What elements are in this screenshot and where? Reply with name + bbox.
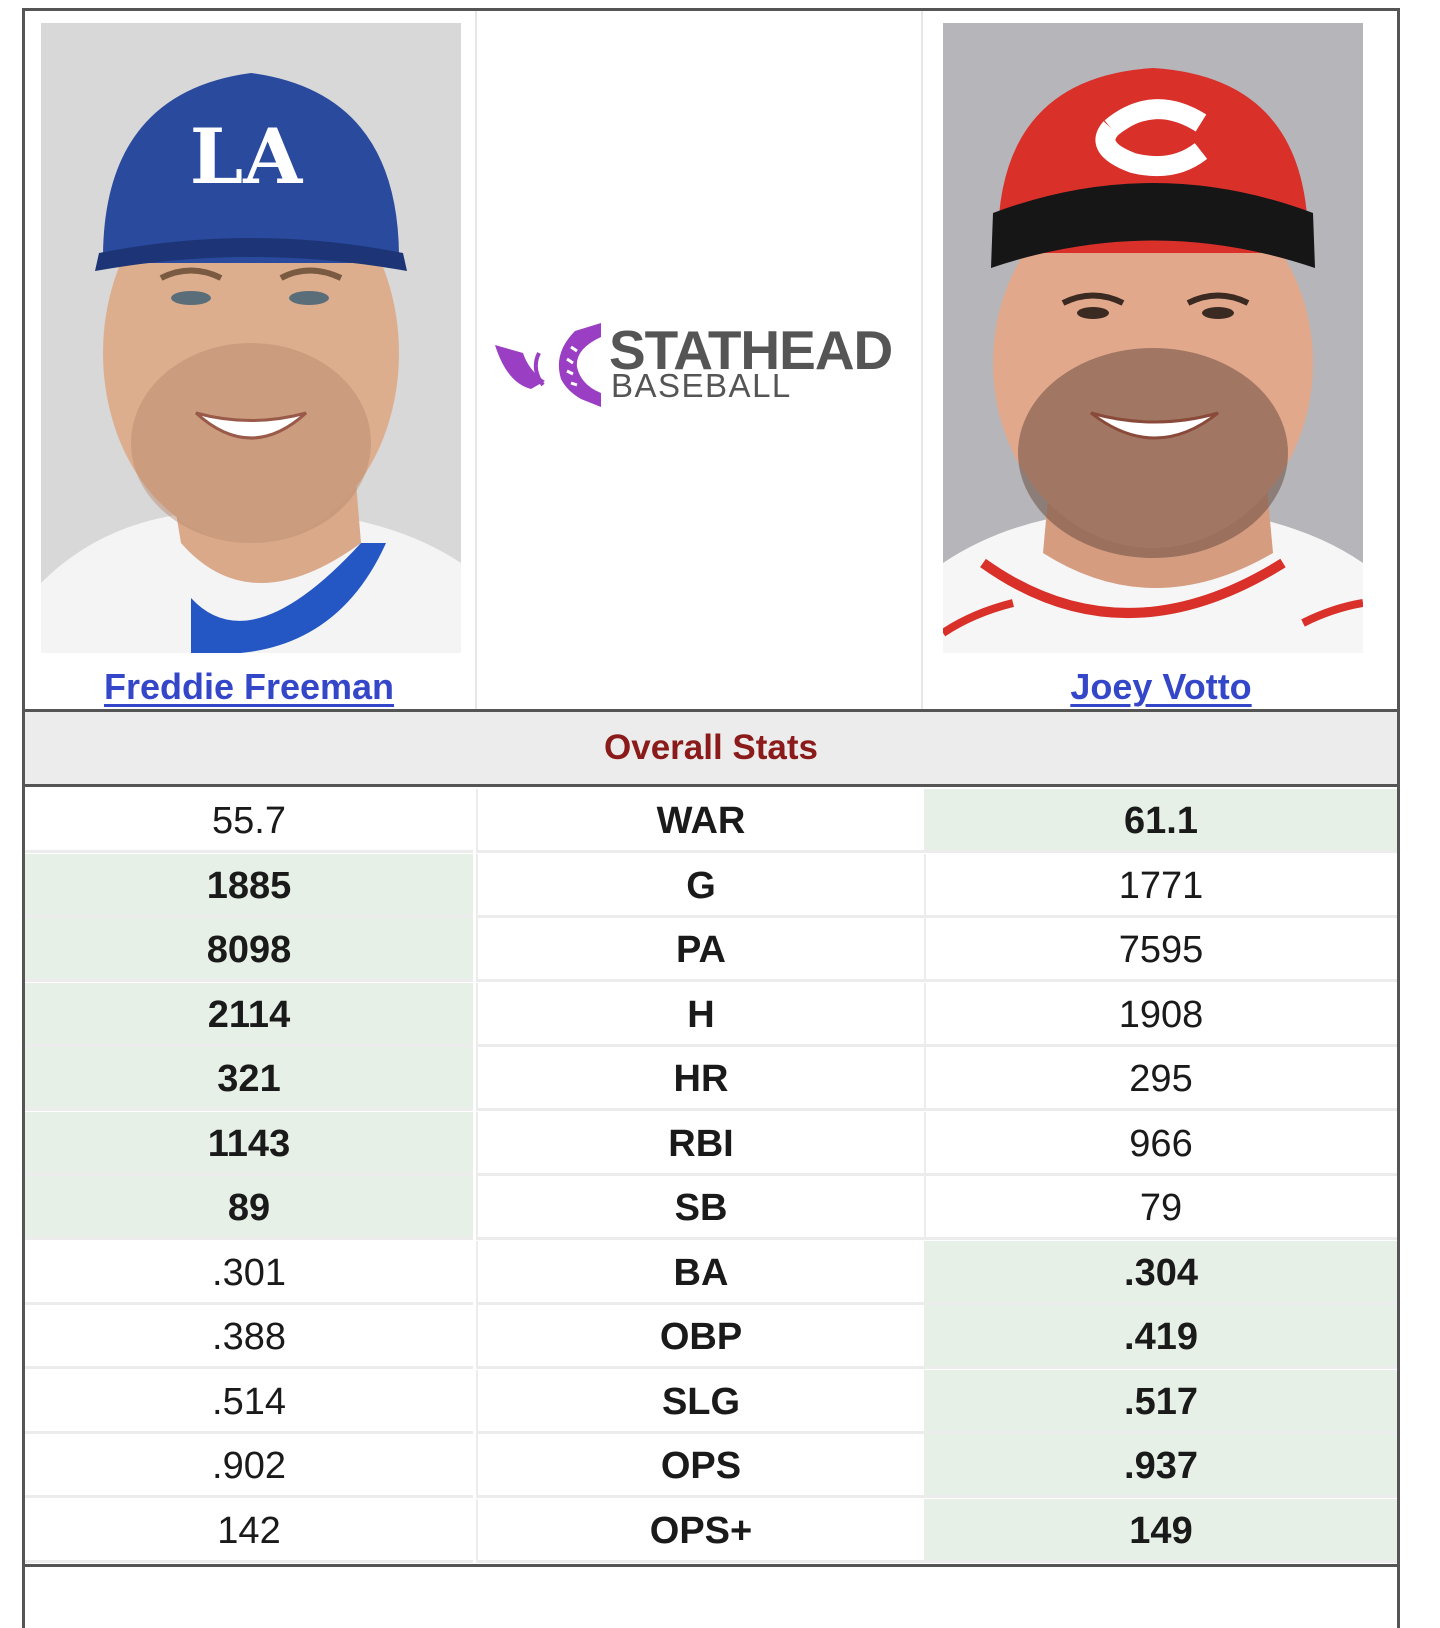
stat-row: 1143 RBI 966 — [25, 1111, 1397, 1177]
cap-logo-la: LA — [190, 112, 303, 201]
stat-value-left: 1143 — [25, 1111, 473, 1176]
player-photo-right[interactable] — [943, 23, 1363, 653]
stat-value-left: .388 — [25, 1305, 473, 1369]
stat-row: .301 BA .304 — [25, 1240, 1397, 1306]
stathead-mark-icon — [495, 323, 601, 407]
stat-row: 1885 G 1771 — [25, 853, 1397, 919]
logo-cell: STATHEAD BASEBALL — [475, 11, 923, 709]
stat-value-right: 1771 — [925, 854, 1397, 918]
stat-value-right: 61.1 — [925, 789, 1397, 853]
stat-value-left: .514 — [25, 1370, 473, 1434]
stat-row: .514 SLG .517 — [25, 1369, 1397, 1435]
stat-row: 89 SB 79 — [25, 1176, 1397, 1241]
stathead-logo[interactable]: STATHEAD BASEBALL — [495, 323, 915, 413]
stat-value-right: .419 — [925, 1305, 1397, 1369]
player-left-cell: LA Freddie Freeman — [25, 11, 473, 709]
stat-row: 55.7 WAR 61.1 — [25, 789, 1397, 854]
player-link-left[interactable]: Freddie Freeman — [103, 666, 395, 707]
headshot-freeman: LA — [41, 23, 461, 653]
stat-label: SB — [476, 1176, 926, 1240]
stat-value-right: .937 — [925, 1434, 1397, 1498]
stat-label: OPS — [476, 1434, 926, 1498]
stat-label: SLG — [476, 1369, 926, 1434]
section-title: Overall Stats — [25, 709, 1397, 787]
player-link-right[interactable]: Joey Votto — [1070, 666, 1252, 707]
stat-label: OPS+ — [476, 1498, 926, 1563]
stat-value-right: 79 — [925, 1176, 1397, 1240]
comparison-card: LA Freddie Freeman STATHEAD BASEBALL — [22, 8, 1400, 1628]
stat-value-left: 321 — [25, 1047, 473, 1111]
stat-value-right: 7595 — [925, 918, 1397, 982]
stat-label: WAR — [476, 789, 926, 853]
stat-value-right: .304 — [925, 1240, 1397, 1305]
stat-value-left: .301 — [25, 1241, 473, 1305]
stat-value-left: .902 — [25, 1434, 473, 1498]
stat-label: BA — [476, 1240, 926, 1305]
player-header-row: LA Freddie Freeman STATHEAD BASEBALL — [25, 11, 1397, 709]
stat-row: 321 HR 295 — [25, 1047, 1397, 1112]
stat-row: 142 OPS+ 149 — [25, 1498, 1397, 1564]
stat-value-left: 2114 — [25, 982, 473, 1047]
stat-row: .902 OPS .937 — [25, 1434, 1397, 1499]
stat-label: HR — [476, 1047, 926, 1111]
player-right-cell: Joey Votto — [925, 11, 1397, 709]
stat-row: 8098 PA 7595 — [25, 918, 1397, 983]
stat-value-right: 1908 — [925, 983, 1397, 1047]
stat-value-right: 149 — [925, 1498, 1397, 1563]
stat-label: PA — [476, 918, 926, 982]
stat-label: H — [476, 982, 926, 1047]
stat-value-right: 966 — [925, 1112, 1397, 1176]
stat-label: RBI — [476, 1111, 926, 1176]
stat-value-right: 295 — [925, 1047, 1397, 1111]
stat-value-left: 89 — [25, 1176, 473, 1240]
stat-value-left: 55.7 — [25, 789, 473, 853]
stats-table: 55.7 WAR 61.1 1885 G 1771 8098 PA 7595 2114 H 1908 3… — [25, 789, 1397, 1563]
stat-label: OBP — [476, 1305, 926, 1369]
stat-row: 2114 H 1908 — [25, 982, 1397, 1048]
stat-value-right: .517 — [925, 1369, 1397, 1434]
logo-text-stathead: STATHEAD — [609, 319, 893, 381]
player-photo-left[interactable]: LA — [41, 23, 461, 653]
headshot-votto — [943, 23, 1363, 653]
stat-label: G — [476, 853, 926, 918]
stat-value-left: 8098 — [25, 918, 473, 982]
stat-value-left: 142 — [25, 1499, 473, 1563]
table-bottom-border — [25, 1564, 1397, 1567]
stat-value-left: 1885 — [25, 853, 473, 918]
stat-row: .388 OBP .419 — [25, 1305, 1397, 1370]
logo-text-baseball: BASEBALL — [611, 367, 792, 404]
